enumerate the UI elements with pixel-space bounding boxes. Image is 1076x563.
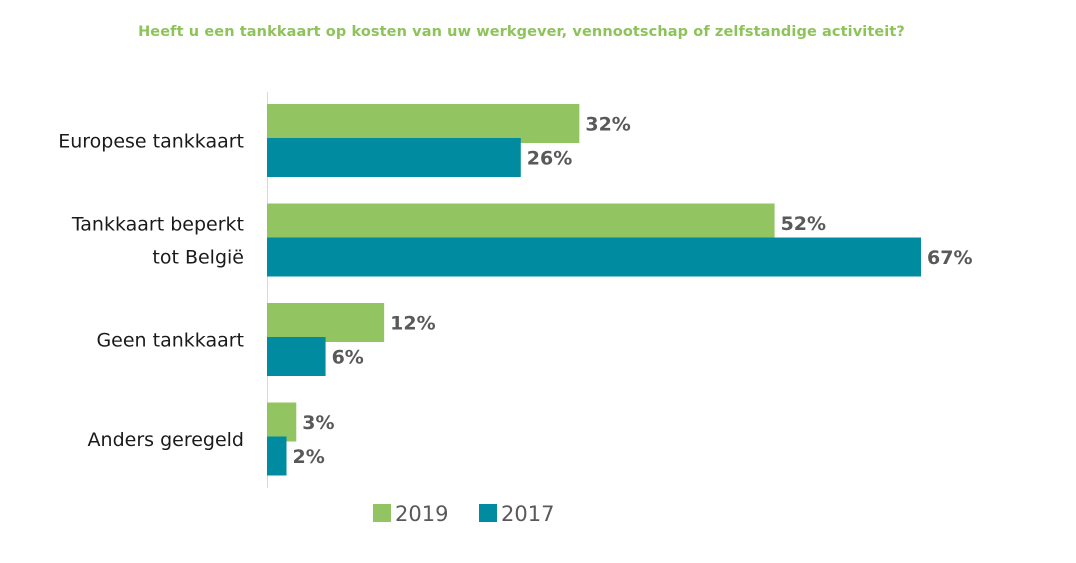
value-label-2017-0: 26% (527, 148, 572, 170)
bar-2017-2 (267, 337, 326, 376)
chart-title: Heeft u een tankkaart op kosten van uw w… (138, 24, 905, 40)
bar-2017-0 (267, 138, 521, 177)
bar-2019-1 (267, 203, 775, 243)
legend: 2019 2017 (373, 502, 554, 526)
legend-swatch-2019 (373, 504, 391, 522)
bar-2019-2 (267, 303, 385, 342)
value-label-2017-1: 67% (927, 247, 972, 269)
value-label-2019-3: 3% (302, 412, 334, 434)
bar-2019-3 (267, 402, 297, 442)
bars-layer (267, 104, 921, 476)
bar-2019-0 (267, 104, 580, 143)
legend-label-2017: 2017 (501, 502, 554, 526)
value-label-2019-0: 32% (585, 114, 630, 136)
legend-label-2019: 2019 (395, 502, 448, 526)
value-label-2017-3: 2% (293, 446, 325, 468)
category-label-0: Europese tankkaart (58, 131, 244, 153)
legend-swatch-2017 (479, 504, 497, 522)
value-label-2019-1: 52% (781, 213, 826, 235)
category-label-2: Geen tankkaart (96, 330, 244, 352)
category-label-1-line-0: Tankkaart beperkt (71, 214, 244, 236)
bar-2017-3 (267, 436, 287, 476)
labels-layer: 32% 26% Europese tankkaart 52% 67% Tankkaart … (58, 114, 972, 469)
bar-2017-1 (267, 237, 921, 277)
category-label-3: Anders geregeld (88, 429, 244, 451)
value-label-2019-2: 12% (390, 313, 435, 335)
value-label-2017-2: 6% (332, 347, 364, 369)
category-label-1-line-1: tot België (152, 247, 244, 269)
